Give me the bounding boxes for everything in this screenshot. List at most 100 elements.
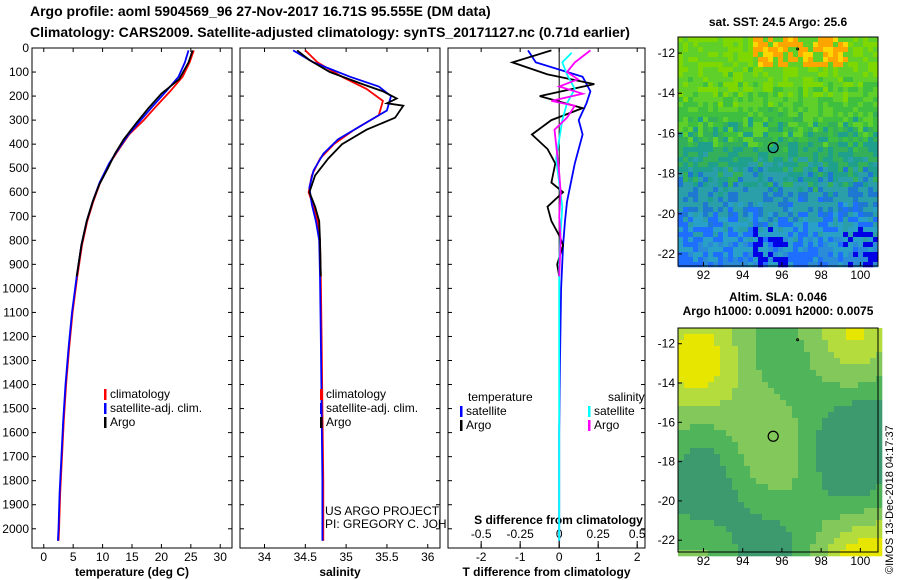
map-cell (833, 252, 839, 258)
map-cell (843, 187, 849, 193)
map-cell (804, 532, 811, 539)
map-cell (702, 334, 709, 341)
map-cell (683, 212, 689, 218)
map-cell (748, 72, 754, 78)
map-cell (852, 394, 859, 401)
map-cell (810, 544, 817, 551)
map-cell (858, 242, 864, 248)
map-cell (743, 227, 749, 233)
map-cell (773, 62, 779, 68)
map-cell (678, 496, 685, 503)
map-cell (808, 202, 814, 208)
map-cell (868, 232, 874, 238)
map-cell (753, 212, 759, 218)
map-cell (728, 147, 734, 153)
map-cell (726, 448, 733, 455)
map-cell (864, 328, 871, 335)
map-cell (864, 334, 871, 341)
map-cell (713, 152, 719, 158)
map-cell (708, 132, 714, 138)
map-cell (726, 328, 733, 335)
map-cell (688, 132, 694, 138)
map-cell (863, 232, 869, 238)
map-cell (852, 376, 859, 383)
map-cell (688, 57, 694, 63)
x-axis-label: temperature (deg C) (75, 565, 189, 579)
map-cell (708, 346, 715, 353)
map-cell (732, 460, 739, 467)
map-cell (840, 550, 847, 557)
map-cell (852, 382, 859, 389)
map-cell (798, 496, 805, 503)
map-cell (788, 117, 794, 123)
map-cell (678, 132, 684, 138)
map-cell (738, 82, 744, 88)
map-cell (803, 197, 809, 203)
map-cell (873, 42, 879, 48)
map-cell (703, 97, 709, 103)
map-cell (690, 382, 697, 389)
map-cell (783, 257, 789, 263)
map-cell (748, 242, 754, 248)
map-cell (848, 252, 854, 258)
map-cell (774, 520, 781, 527)
map-cell (822, 532, 829, 539)
y-tick-label: 2000 (2, 522, 29, 536)
map-cell (848, 112, 854, 118)
map-cell (848, 187, 854, 193)
map-cell (698, 242, 704, 248)
map-cell (702, 388, 709, 395)
legend-label: Argo (326, 415, 352, 429)
map-cell (748, 162, 754, 168)
map-cell (833, 132, 839, 138)
map-cell (684, 514, 691, 521)
map-cell (756, 412, 763, 419)
map-cell (688, 117, 694, 123)
map-cell (873, 77, 879, 83)
map-cell (863, 112, 869, 118)
map-cell (748, 237, 754, 243)
map-cell (718, 147, 724, 153)
map-cell (723, 187, 729, 193)
map-cell (858, 538, 865, 545)
map-cell (870, 418, 877, 425)
map-cell (718, 107, 724, 113)
map-cell (783, 42, 789, 48)
map-cell (688, 187, 694, 193)
map-cell (732, 328, 739, 335)
map-cell (853, 202, 859, 208)
map-cell (708, 370, 715, 377)
map-cell (858, 502, 865, 509)
map-cell (738, 217, 744, 223)
map-cell (778, 197, 784, 203)
map-cell (723, 47, 729, 53)
map-cell (738, 92, 744, 98)
map-cell (743, 212, 749, 218)
map-cell (810, 484, 817, 491)
map-cell (778, 202, 784, 208)
map-cell (798, 502, 805, 509)
map-cell (873, 202, 879, 208)
map-cell (703, 182, 709, 188)
map-cell (698, 232, 704, 238)
map-cell (803, 147, 809, 153)
map-cell (816, 370, 823, 377)
map-cell (678, 460, 685, 467)
map-cell (774, 382, 781, 389)
legend-label: satellite-adj. clim. (110, 401, 202, 415)
map-cell (852, 520, 859, 527)
map-cell (678, 242, 684, 248)
map-cell (690, 478, 697, 485)
map-cell (780, 502, 787, 509)
map-cell (708, 57, 714, 63)
map-cell (876, 490, 883, 497)
map-cell (863, 247, 869, 253)
map-cell (708, 222, 714, 228)
map-cell (693, 182, 699, 188)
map-cell (813, 77, 819, 83)
map-cell (876, 466, 883, 473)
map-cell (798, 448, 805, 455)
map-cell (750, 430, 757, 437)
map-cell (808, 262, 814, 268)
map-cell (780, 478, 787, 485)
